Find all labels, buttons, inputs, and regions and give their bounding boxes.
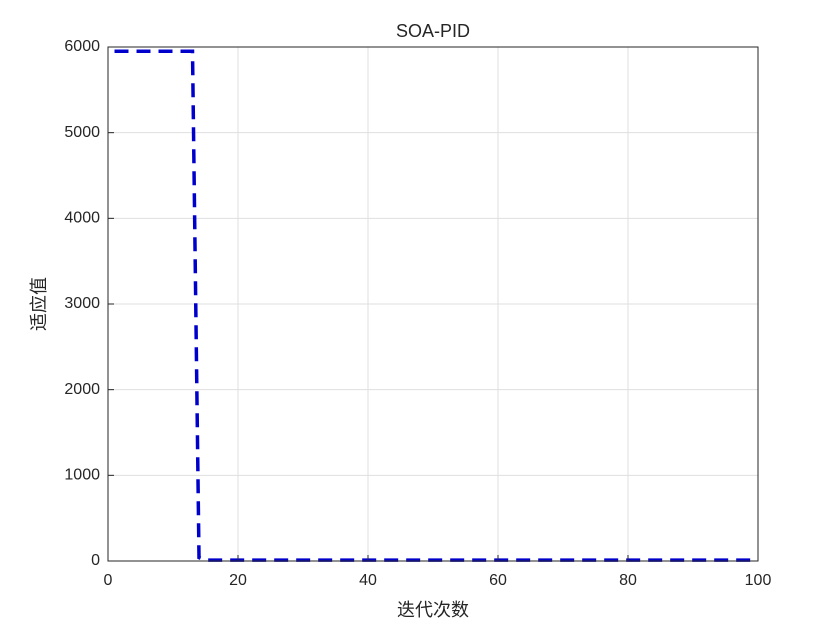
data-line xyxy=(114,49,758,562)
x-tick-label: 60 xyxy=(489,572,507,589)
y-tick-label: 5000 xyxy=(64,124,100,141)
x-tick-label: 100 xyxy=(745,572,772,589)
x-tick-label: 20 xyxy=(229,572,247,589)
x-axis-label: 迭代次数 xyxy=(397,600,469,620)
y-tick-label: 2000 xyxy=(64,381,100,398)
chart-title: SOA-PID xyxy=(396,21,470,41)
y-tick-label: 0 xyxy=(91,552,100,569)
x-tick-label: 80 xyxy=(619,572,637,589)
y-tick-label: 3000 xyxy=(64,295,100,312)
x-tick-label: 40 xyxy=(359,572,377,589)
y-tick-label: 4000 xyxy=(64,210,100,227)
x-tick-label: 0 xyxy=(104,572,113,589)
y-tick-label: 6000 xyxy=(64,38,100,55)
y-tick-label: 1000 xyxy=(64,467,100,484)
y-axis-label: 适应值 xyxy=(29,277,49,331)
